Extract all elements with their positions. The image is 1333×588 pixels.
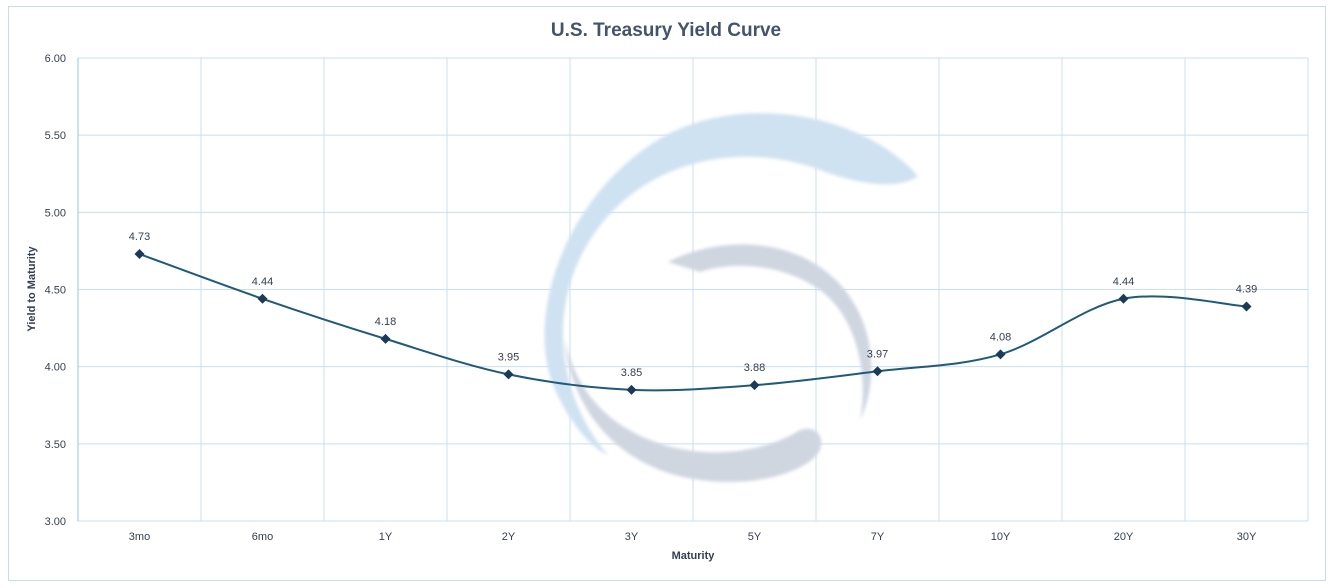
data-label: 4.73	[129, 231, 150, 243]
data-markers	[134, 249, 1252, 395]
data-labels: 4.73 4.44 4.18 3.95 3.85 3.88 3.97 4.08 4.44 4.39	[129, 231, 1257, 379]
data-marker	[626, 384, 637, 395]
x-tick-label: 5Y	[748, 531, 762, 543]
data-label: 3.97	[867, 348, 888, 360]
data-label: 3.85	[621, 367, 642, 379]
chart-title: U.S. Treasury Yield Curve	[551, 20, 781, 41]
data-marker	[503, 369, 514, 380]
x-tick-label: 3Y	[625, 531, 639, 543]
data-marker	[134, 249, 145, 260]
y-tick-label: 4.00	[45, 362, 66, 374]
data-label: 4.39	[1236, 283, 1257, 295]
data-label: 4.08	[990, 331, 1011, 343]
y-tick-label: 3.00	[45, 516, 66, 528]
y-tick-label: 5.50	[45, 130, 66, 142]
y-tick-label: 4.50	[45, 285, 66, 297]
watermark-logo	[544, 113, 918, 482]
data-label: 4.18	[375, 316, 396, 328]
data-label: 3.88	[744, 362, 765, 374]
y-axis-label: Yield to Maturity	[26, 246, 38, 332]
x-tick-label: 1Y	[379, 531, 393, 543]
y-tick-label: 5.00	[45, 207, 66, 219]
data-marker	[380, 333, 391, 344]
yield-series-line	[139, 253, 1247, 392]
x-axis-label: Maturity	[672, 550, 716, 562]
data-marker	[1241, 301, 1252, 312]
y-tick-label: 6.00	[45, 53, 66, 65]
x-tick-label: 6mo	[252, 531, 273, 543]
data-label: 4.44	[252, 276, 273, 288]
data-label: 3.95	[498, 351, 519, 363]
x-tick-label: 2Y	[502, 531, 516, 543]
data-marker	[257, 293, 268, 304]
x-tick-label: 30Y	[1237, 531, 1257, 543]
x-tick-label: 3mo	[129, 531, 150, 543]
data-marker	[872, 366, 883, 377]
data-marker	[749, 380, 760, 391]
y-axis-ticks: 3.00 3.50 4.00 4.50 5.00 5.50 6.00	[45, 53, 66, 528]
y-tick-label: 3.50	[45, 439, 66, 451]
data-marker	[995, 349, 1006, 360]
chart-frame	[8, 6, 1326, 581]
x-tick-label: 20Y	[1114, 531, 1134, 543]
x-axis-ticks: 3mo 6mo 1Y 2Y 3Y 5Y 7Y 10Y 20Y 30Y	[129, 531, 1257, 543]
x-tick-label: 7Y	[871, 531, 885, 543]
data-label: 4.44	[1113, 276, 1134, 288]
x-tick-label: 10Y	[991, 531, 1011, 543]
data-marker	[1118, 293, 1129, 304]
